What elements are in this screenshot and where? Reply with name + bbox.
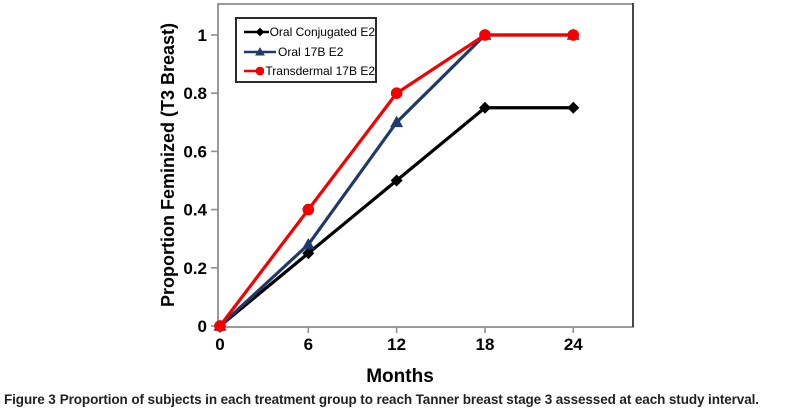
data-point-transdermal-17b-e2-m12 [390,87,403,99]
y-axis-title: Proportion Feminized (T3 Breast) [158,23,178,307]
data-point-transdermal-17b-e2-m0 [214,320,226,332]
y-tick-label: 0.8 [183,84,207,103]
data-point-transdermal-17b-e2-m18 [479,29,491,41]
legend-item-oral-17b-e2: Oral 17B E2 [243,42,375,62]
legend-marker-transdermal-17b-e2 [255,66,265,76]
x-tick-label: 12 [387,335,406,354]
data-point-transdermal-17b-e2-m24 [567,29,580,41]
chart-legend: Oral Conjugated E2 Oral 17B E2 Transdermal… [235,17,377,83]
data-point-oral-17b-e2-m12 [390,115,404,128]
y-tick-label: 0 [198,317,207,336]
y-tick-label: 0.2 [183,259,207,278]
legend-marker-oral-17b-e2 [255,46,265,56]
y-tick-label: 0.4 [183,201,207,220]
data-point-oral-conjugated-e2-m18 [478,101,491,114]
x-tick-label: 18 [475,335,494,354]
data-point-oral-conjugated-e2-m12 [390,174,403,187]
legend-item-oral-conjugated-e2: Oral Conjugated E2 [243,22,375,42]
legend-label: Oral Conjugated E2 [269,24,375,39]
series-transdermal-17b-e2 [214,29,580,332]
series-oral-conjugated-e2 [214,101,580,332]
circle-marker-icon [244,66,265,76]
x-tick-label: 6 [304,335,313,354]
legend-label: Transdermal 17B E2 [265,64,375,79]
y-tick-label: 0.6 [183,142,207,161]
line-chart-canvas: Proportion Feminized (T3 Breast) Months … [158,3,634,387]
legend-label: Oral 17B E2 [278,44,344,59]
data-point-oral-17b-e2-m6 [301,238,315,250]
caption-body: Proportion of subjects in each treatment… [59,392,759,407]
data-point-transdermal-17b-e2-m6 [302,203,315,216]
x-axis-title: Months [366,366,434,387]
data-point-oral-conjugated-e2-m24 [567,101,580,114]
diamond-marker-icon [244,27,269,37]
caption-label: Figure 3 [4,392,56,407]
y-tick-label: 1 [198,26,207,45]
figure-caption: Figure 3 Proportion of subjects in each t… [4,392,792,407]
legend-marker-oral-conjugated-e2 [255,27,265,37]
legend-item-transdermal-17b-e2: Transdermal 17B E2 [243,61,375,81]
x-tick-label: 0 [215,335,224,354]
x-tick-label: 24 [564,335,583,354]
triangle-marker-icon [244,46,276,56]
series-line-oral-conjugated-e2 [218,106,574,328]
data-point-oral-conjugated-e2-m6 [302,247,315,260]
